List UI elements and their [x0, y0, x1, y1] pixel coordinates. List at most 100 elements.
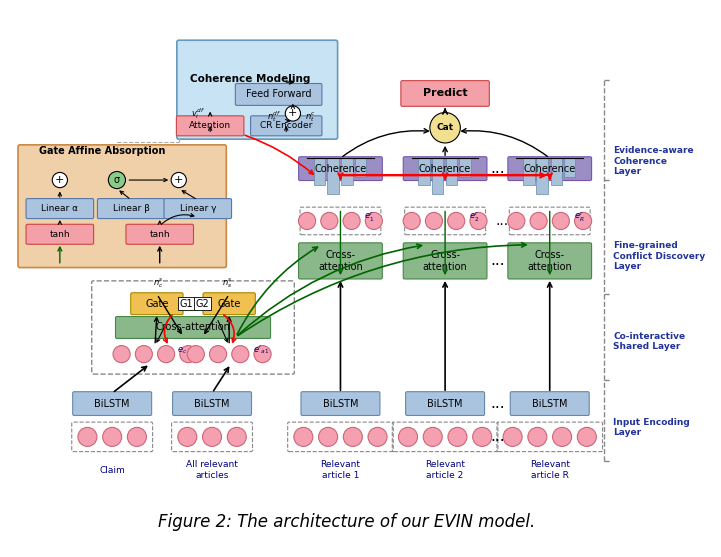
- Text: ...: ...: [490, 161, 505, 176]
- Circle shape: [399, 427, 417, 446]
- Bar: [418, 158, 430, 185]
- Text: BiLSTM: BiLSTM: [194, 399, 230, 409]
- Text: ...: ...: [490, 429, 505, 444]
- Circle shape: [575, 212, 592, 229]
- Circle shape: [102, 427, 122, 446]
- FancyBboxPatch shape: [177, 40, 337, 139]
- Bar: [564, 158, 575, 177]
- Bar: [551, 158, 562, 185]
- Text: Coherence: Coherence: [419, 164, 472, 174]
- Text: BiLSTM: BiLSTM: [94, 399, 130, 409]
- Text: $n_s^s$: $n_s^s$: [221, 277, 232, 290]
- Circle shape: [366, 212, 382, 229]
- Circle shape: [187, 345, 204, 363]
- Text: Linear γ: Linear γ: [180, 204, 216, 213]
- Circle shape: [319, 427, 337, 446]
- Circle shape: [231, 345, 249, 363]
- Circle shape: [552, 427, 572, 446]
- Text: Coherence Modeling: Coherence Modeling: [190, 74, 310, 84]
- Circle shape: [430, 113, 460, 143]
- Circle shape: [552, 212, 570, 229]
- Text: Attention: Attention: [189, 121, 231, 130]
- Circle shape: [470, 212, 487, 229]
- Text: $e'_{a1}$: $e'_{a1}$: [253, 343, 269, 356]
- Text: $e_c$: $e_c$: [177, 345, 187, 356]
- FancyBboxPatch shape: [508, 157, 592, 180]
- Text: Relevant
article 1: Relevant article 1: [320, 461, 360, 480]
- FancyBboxPatch shape: [131, 293, 183, 315]
- Circle shape: [530, 212, 547, 229]
- Text: $e_R^r$: $e_R^r$: [573, 209, 584, 223]
- Circle shape: [368, 427, 387, 446]
- Circle shape: [113, 345, 131, 363]
- Text: All relevant
articles: All relevant articles: [186, 461, 238, 480]
- Text: Fine-grained
Conflict Discovery
Layer: Fine-grained Conflict Discovery Layer: [614, 241, 706, 271]
- FancyBboxPatch shape: [508, 243, 592, 279]
- FancyBboxPatch shape: [164, 199, 231, 218]
- FancyBboxPatch shape: [301, 392, 380, 416]
- Text: Gate: Gate: [218, 299, 241, 309]
- Text: $n_t^{df}$: $n_t^{df}$: [267, 109, 281, 124]
- Text: Gate Affine Absorption: Gate Affine Absorption: [39, 146, 165, 157]
- Circle shape: [578, 427, 596, 446]
- Circle shape: [343, 427, 363, 446]
- Text: Input Encoding
Layer: Input Encoding Layer: [614, 418, 690, 437]
- Text: $n_c^s$: $n_c^s$: [153, 277, 164, 290]
- Circle shape: [528, 427, 547, 446]
- Circle shape: [425, 212, 443, 229]
- Circle shape: [227, 427, 247, 446]
- Text: σ: σ: [114, 175, 120, 185]
- FancyBboxPatch shape: [406, 392, 485, 416]
- FancyBboxPatch shape: [203, 293, 255, 315]
- FancyBboxPatch shape: [251, 116, 322, 136]
- Text: $n_t^c$: $n_t^c$: [305, 110, 316, 124]
- Bar: [327, 158, 339, 194]
- FancyBboxPatch shape: [26, 199, 94, 218]
- Text: Linear β: Linear β: [112, 204, 150, 213]
- Text: Relevant
article R: Relevant article R: [530, 461, 570, 480]
- Text: Claim: Claim: [99, 466, 125, 475]
- Circle shape: [78, 427, 97, 446]
- Circle shape: [448, 212, 465, 229]
- Circle shape: [52, 173, 68, 188]
- Text: Co-interactive
Shared Layer: Co-interactive Shared Layer: [614, 332, 686, 351]
- Text: +: +: [174, 175, 183, 185]
- FancyBboxPatch shape: [73, 392, 151, 416]
- Circle shape: [158, 345, 174, 363]
- Text: ...: ...: [490, 253, 505, 268]
- Text: Predict: Predict: [423, 89, 467, 99]
- Circle shape: [254, 345, 271, 363]
- Text: BiLSTM: BiLSTM: [428, 399, 463, 409]
- Bar: [536, 158, 548, 194]
- FancyBboxPatch shape: [403, 157, 487, 180]
- Text: G1: G1: [180, 299, 193, 309]
- Circle shape: [128, 427, 146, 446]
- Bar: [523, 158, 534, 185]
- Text: $e_1^r$: $e_1^r$: [364, 209, 374, 223]
- Circle shape: [136, 345, 152, 363]
- FancyBboxPatch shape: [177, 116, 244, 136]
- Bar: [342, 158, 353, 185]
- FancyBboxPatch shape: [26, 224, 94, 245]
- FancyBboxPatch shape: [18, 145, 226, 267]
- Circle shape: [508, 212, 525, 229]
- Text: tanh: tanh: [50, 230, 70, 239]
- Circle shape: [210, 345, 226, 363]
- Text: BiLSTM: BiLSTM: [323, 399, 358, 409]
- Text: BiLSTM: BiLSTM: [532, 399, 567, 409]
- Circle shape: [448, 427, 467, 446]
- Text: Gate: Gate: [145, 299, 169, 309]
- Text: Linear α: Linear α: [41, 204, 79, 213]
- Circle shape: [503, 427, 522, 446]
- Text: $v_i^{df}$: $v_i^{df}$: [191, 106, 205, 121]
- Text: Cat: Cat: [436, 123, 454, 132]
- FancyBboxPatch shape: [298, 243, 382, 279]
- FancyBboxPatch shape: [401, 81, 490, 106]
- FancyBboxPatch shape: [115, 316, 270, 339]
- Bar: [459, 158, 471, 177]
- FancyBboxPatch shape: [97, 199, 165, 218]
- Bar: [355, 158, 366, 177]
- Bar: [314, 158, 325, 185]
- Circle shape: [403, 212, 420, 229]
- FancyBboxPatch shape: [510, 392, 589, 416]
